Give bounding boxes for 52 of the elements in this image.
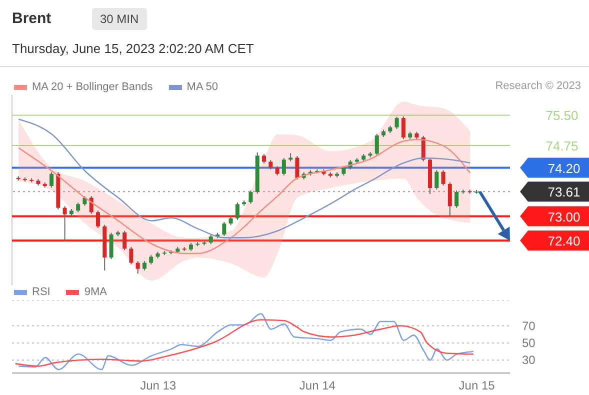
candlestick xyxy=(262,154,266,164)
y-tick-label: 30 xyxy=(522,353,536,368)
candlestick xyxy=(374,133,379,156)
candlestick xyxy=(401,116,406,140)
candlestick xyxy=(109,232,114,260)
y-tick-label: 72.40 xyxy=(548,234,580,249)
candlestick xyxy=(76,202,80,213)
text: 30 MIN xyxy=(92,8,147,30)
chart-title: Brent xyxy=(12,10,52,27)
candlestick xyxy=(149,254,154,265)
y-tick-label: 70 xyxy=(522,318,536,333)
y-tick-label: 75.50 xyxy=(546,108,578,124)
candlestick xyxy=(394,116,399,130)
candlestick xyxy=(222,221,226,237)
legend-label: 9MA xyxy=(83,286,107,298)
candlestick xyxy=(441,170,446,186)
candlestick xyxy=(136,260,140,274)
x-tick-label: Jun 14 xyxy=(299,378,336,393)
line-series xyxy=(14,319,474,367)
candlestick xyxy=(235,202,240,220)
legend-label: MA 20 + Bollinger Bands xyxy=(31,81,153,93)
candlestick xyxy=(454,190,459,208)
candlestick xyxy=(248,190,253,204)
y-tick-label: 73.61 xyxy=(548,184,580,200)
candlestick xyxy=(295,156,300,180)
candlestick xyxy=(434,170,439,190)
x-tick-label: Jun 15 xyxy=(458,378,496,393)
legend-label: RSI xyxy=(31,286,50,298)
candlestick xyxy=(129,246,134,265)
chart-subtitle: Thursday, June 15, 2023 2:02:20 AM CET xyxy=(12,41,254,56)
candlestick xyxy=(82,196,87,206)
text: Research © 2023 xyxy=(495,80,581,92)
y-tick-label: 74.20 xyxy=(548,160,580,176)
line-series xyxy=(18,138,471,254)
candlestick xyxy=(50,172,54,188)
line-series xyxy=(18,118,471,238)
candlestick xyxy=(275,166,280,176)
x-tick-label: Jun 13 xyxy=(140,378,176,393)
candlestick xyxy=(122,230,127,251)
candlestick xyxy=(142,260,146,271)
y-tick-label: 73.00 xyxy=(548,209,580,224)
candlestick xyxy=(282,158,286,176)
candlestick xyxy=(208,234,213,245)
candlestick xyxy=(268,160,273,170)
y-tick-label: 74.75 xyxy=(546,138,578,154)
candlestick xyxy=(62,206,67,242)
candlestick xyxy=(448,182,452,218)
candlestick xyxy=(342,166,346,176)
y-tick-label: 50 xyxy=(522,336,536,350)
legend-label: MA 50 xyxy=(186,81,218,93)
line-series xyxy=(18,313,474,370)
candlestick xyxy=(96,210,100,228)
